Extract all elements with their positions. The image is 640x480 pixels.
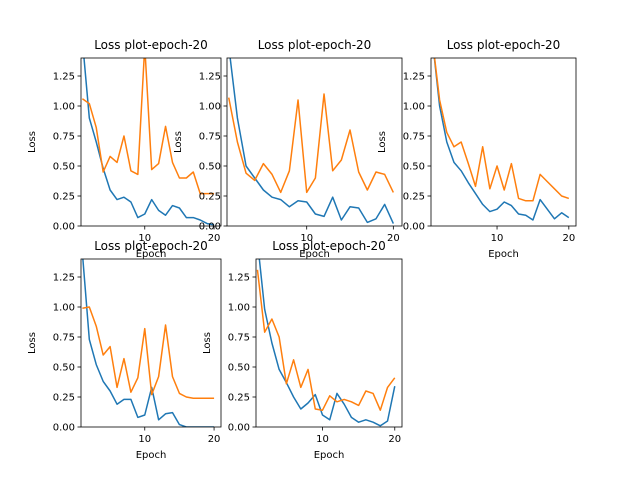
axes-frame	[80, 57, 222, 227]
subplot-title: Loss plot-epoch-20	[447, 38, 561, 52]
y-tick-label: 0.00	[228, 423, 250, 434]
y-tick-label: 1.25	[53, 72, 75, 83]
x-axis-label: Epoch	[299, 249, 330, 260]
y-tick-label: 0.25	[228, 393, 250, 404]
subplot-title: Loss plot-epoch-20	[94, 239, 208, 253]
subplot-5: 0.00 0.25 0.50 0.75 1.00 1.25 10 20 Epoch Loss Los…	[202, 239, 403, 461]
series-line-1	[258, 259, 396, 427]
y-tick-label: 1.25	[403, 72, 425, 83]
x-tick-label: 20	[387, 233, 400, 244]
y-tick-label: 0.00	[199, 222, 221, 233]
y-tick-label: 1.00	[53, 303, 75, 314]
subplot-title: Loss plot-epoch-20	[94, 38, 208, 52]
y-tick-label: 0.75	[53, 333, 75, 344]
y-tick-label: 1.25	[228, 273, 250, 284]
y-tick-label: 0.50	[53, 162, 75, 173]
subplot-4: 0.00 0.25 0.50 0.75 1.00 1.25 10 20 Epoch Loss Los…	[27, 239, 222, 461]
y-axis-label: Loss	[27, 131, 38, 153]
y-axis-label: Loss	[27, 332, 38, 354]
subplot-title: Loss plot-epoch-20	[258, 38, 372, 52]
y-tick-label: 0.50	[199, 162, 221, 173]
y-axis-label: Loss	[173, 131, 184, 153]
axes-frame	[430, 57, 577, 227]
series-line-2	[81, 58, 215, 195]
series-line-1	[83, 58, 215, 226]
axes-frame	[255, 258, 403, 428]
subplot-3: 0.00 0.25 0.50 0.75 1.00 1.25 10 20 Epoch Loss Los…	[377, 38, 577, 260]
series-line-2	[433, 58, 570, 202]
subplot-1: 0.00 0.25 0.50 0.75 1.00 1.25 10 20 Epoch Loss Los…	[27, 38, 222, 260]
x-tick-label: 20	[562, 233, 575, 244]
y-tick-label: 0.25	[53, 393, 75, 404]
x-tick-label: 10	[316, 434, 329, 445]
series-line-2	[256, 269, 396, 411]
series-line-1	[433, 58, 570, 221]
series-line-1	[229, 58, 395, 224]
y-tick-label: 0.50	[403, 162, 425, 173]
y-tick-label: 0.75	[403, 132, 425, 143]
x-tick-label: 20	[388, 434, 401, 445]
y-tick-label: 0.50	[53, 363, 75, 374]
x-tick-label: 20	[208, 434, 221, 445]
x-tick-label: 10	[491, 233, 504, 244]
subplot-2: 0.00 0.25 0.50 0.75 1.00 1.25 10 20 Epoch Loss Los…	[173, 38, 403, 260]
y-tick-label: 0.75	[199, 132, 221, 143]
x-axis-label: Epoch	[488, 249, 519, 260]
x-tick-label: 10	[138, 233, 151, 244]
subplot-title: Loss plot-epoch-20	[272, 239, 386, 253]
x-axis-label: Epoch	[314, 450, 345, 461]
axes-frame	[80, 258, 222, 428]
y-tick-label: 0.75	[228, 333, 250, 344]
y-tick-label: 1.00	[199, 102, 221, 113]
x-axis-label: Epoch	[136, 450, 167, 461]
y-tick-label: 1.00	[53, 102, 75, 113]
series-line-2	[227, 93, 395, 194]
y-tick-label: 1.00	[403, 102, 425, 113]
x-tick-label: 10	[300, 233, 313, 244]
y-tick-label: 0.25	[199, 192, 221, 203]
y-tick-label: 1.00	[228, 303, 250, 314]
y-axis-label: Loss	[377, 131, 388, 153]
y-tick-label: 0.50	[228, 363, 250, 374]
x-tick-label: 10	[138, 434, 151, 445]
y-tick-label: 1.25	[199, 72, 221, 83]
y-tick-label: 0.75	[53, 132, 75, 143]
y-tick-label: 0.00	[53, 222, 75, 233]
y-tick-label: 0.25	[53, 192, 75, 203]
y-tick-label: 0.00	[53, 423, 75, 434]
y-tick-label: 1.25	[53, 273, 75, 284]
y-tick-label: 0.25	[403, 192, 425, 203]
x-tick-label: 20	[208, 233, 221, 244]
series-line-1	[82, 259, 215, 427]
y-tick-label: 0.00	[403, 222, 425, 233]
series-line-2	[82, 306, 215, 399]
axes-frame	[226, 57, 403, 227]
y-axis-label: Loss	[202, 332, 213, 354]
x-axis-label: Epoch	[136, 249, 167, 260]
